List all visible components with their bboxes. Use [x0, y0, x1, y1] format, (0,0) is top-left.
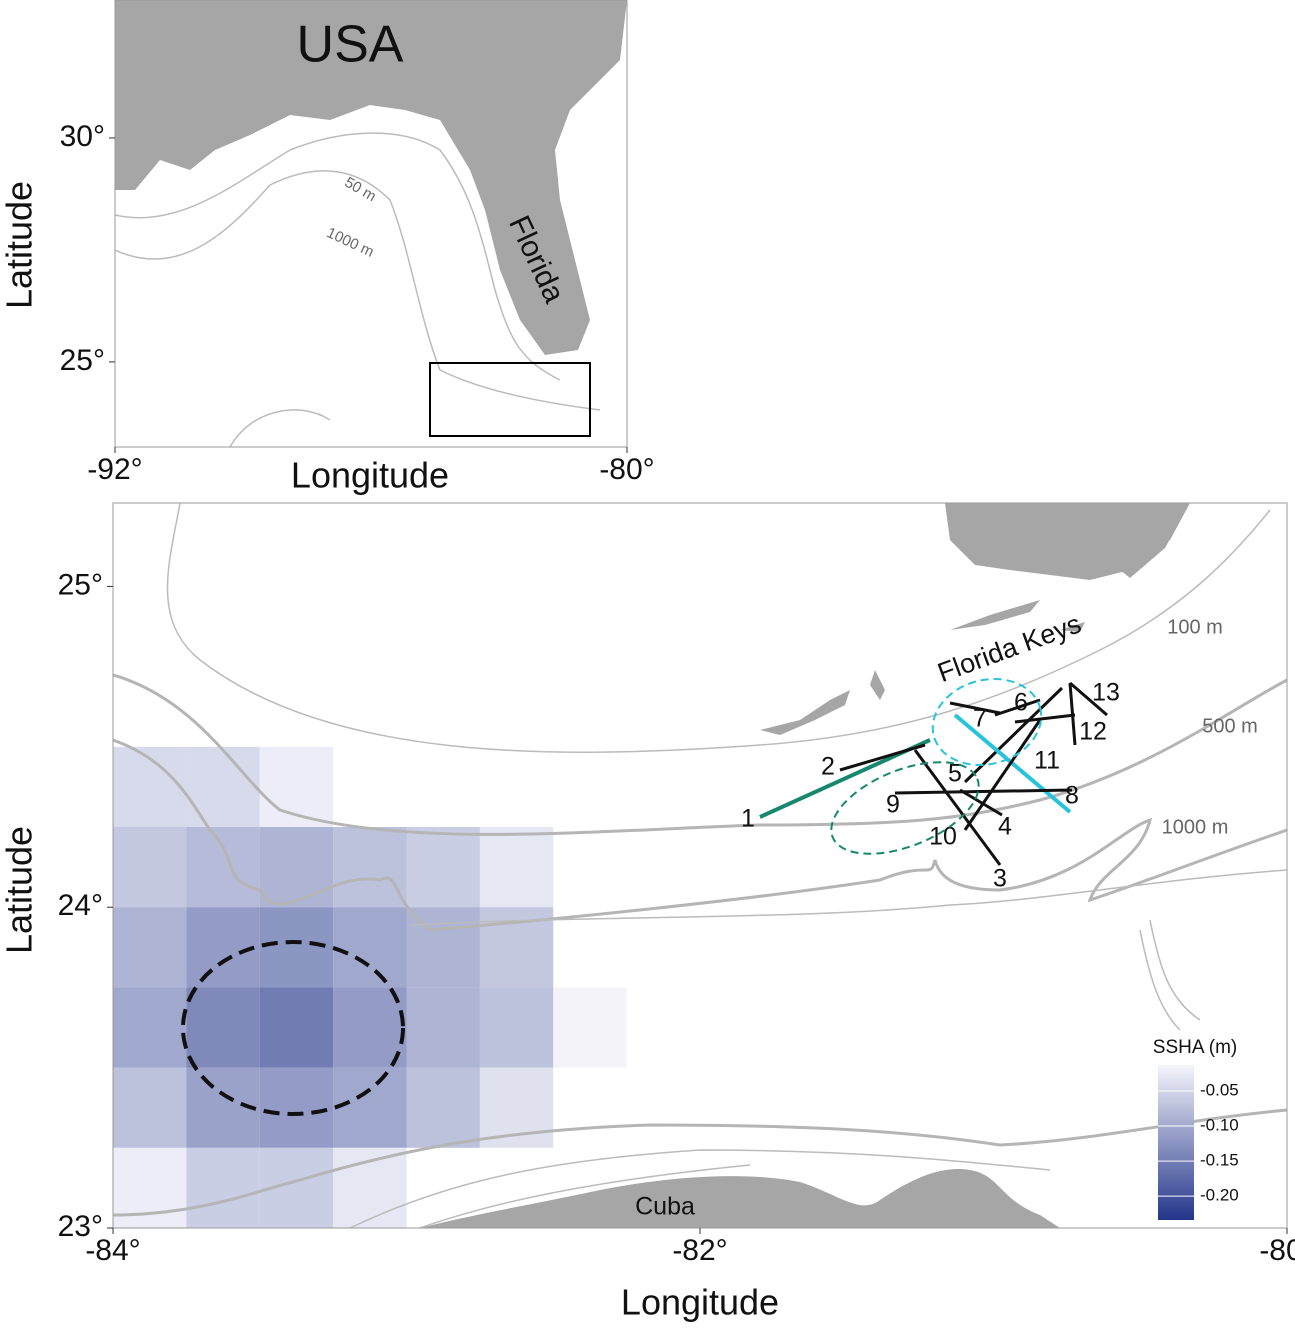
x-tick-label: -80° [1259, 1234, 1295, 1267]
colorbar-label: -0.10 [1200, 1116, 1239, 1135]
keys-label: Florida Keys [934, 608, 1085, 688]
inset-frame [114, 0, 628, 448]
ssha-heatmap [113, 746, 627, 1228]
colorbar-label: -0.20 [1200, 1186, 1239, 1205]
track [1069, 681, 1108, 717]
track [953, 713, 1072, 814]
ssha-cell [186, 907, 260, 988]
y-tick-label: 30° [60, 120, 105, 153]
florida-mainland [945, 503, 1190, 580]
y-axis-label: Latitude [0, 826, 40, 954]
study-area-box [429, 362, 591, 437]
track-label: 3 [993, 865, 1007, 893]
track [894, 788, 1073, 795]
track-label: 5 [948, 760, 962, 788]
ssha-cell [479, 987, 554, 1068]
inset-map [115, 0, 627, 447]
ssha-cell [406, 1067, 480, 1148]
colorbar [1158, 1065, 1194, 1220]
y-axis-label: Latitude [0, 181, 40, 309]
main-map [113, 503, 1287, 1228]
track-label: 8 [1065, 782, 1079, 810]
ssha-cell [186, 987, 260, 1068]
cuba [420, 1169, 1060, 1228]
ssha-cell [259, 987, 334, 1068]
eddy-outline [181, 940, 405, 1116]
track [1014, 713, 1076, 724]
track-label: 6 [1014, 689, 1028, 717]
country-label: USA [297, 16, 404, 74]
track-label: 11 [1034, 747, 1060, 775]
ssha-cell [333, 827, 407, 908]
x-axis-label: Longitude [291, 455, 449, 496]
contour [113, 738, 1287, 932]
y-tick-label: 25° [58, 568, 103, 601]
depth-label: 100 m [1167, 616, 1223, 638]
track [949, 701, 1001, 715]
x-axis-label: Longitude [621, 1282, 779, 1323]
ssha-cell [186, 746, 260, 828]
track [994, 698, 1041, 717]
legend-title: SSHA (m) [1153, 1037, 1237, 1058]
track-label: 12 [1079, 718, 1107, 746]
track [1068, 682, 1077, 746]
ssha-cell [406, 827, 480, 908]
track-label: 9 [886, 791, 900, 819]
x-tick-label: -92° [87, 453, 142, 486]
usa-land [115, 0, 627, 355]
ssha-cell [186, 1147, 260, 1228]
cuba-label: Cuba [635, 1193, 695, 1221]
ssha-cell [259, 1067, 334, 1148]
contour [115, 170, 601, 411]
track-label: 1 [741, 805, 755, 833]
track [839, 743, 926, 772]
ssha-cell [259, 907, 334, 988]
contour [1139, 919, 1201, 1031]
contour [113, 673, 1287, 836]
ssha-cell [113, 907, 187, 988]
ssha-cell [259, 827, 334, 908]
depth-label: 500 m [1202, 715, 1258, 737]
colorbar-label: -0.15 [1200, 1151, 1239, 1170]
ssha-cell [186, 827, 260, 908]
track-label: 13 [1092, 679, 1120, 707]
track [959, 788, 1003, 817]
colorbar-label: -0.05 [1200, 1080, 1239, 1099]
contour [349, 1149, 1051, 1228]
contour [113, 1108, 1287, 1217]
y-tick-label: 25° [60, 344, 105, 377]
track-label: 10 [929, 823, 957, 851]
depth-label: 1000 m [324, 224, 377, 261]
ssha-cell [333, 987, 407, 1068]
track-label: 7 [973, 705, 987, 733]
ssha-cell [479, 827, 554, 908]
ssha-cell [113, 827, 187, 908]
ssha-cell [333, 1067, 407, 1148]
ssha-cell [113, 1067, 187, 1148]
y-tick-label: 23° [58, 1210, 103, 1243]
ssha-cell [553, 987, 627, 1068]
depth-label: 1000 m [1162, 816, 1229, 838]
track [963, 686, 1064, 784]
x-tick-label: -82° [672, 1234, 727, 1267]
eddy-outline [830, 761, 980, 855]
contour [115, 132, 561, 381]
ssha-cell [113, 987, 187, 1068]
track-label: 4 [998, 813, 1012, 841]
eddy-outline [931, 678, 1043, 766]
y-tick-label: 24° [58, 889, 103, 922]
x-tick-label: -80° [599, 453, 654, 486]
x-tick-label: -84° [85, 1234, 140, 1267]
contour [229, 409, 331, 447]
contour [166, 503, 1271, 753]
ssha-cell [406, 987, 480, 1068]
contour [409, 869, 1287, 926]
ssha-cell [333, 907, 407, 988]
track [913, 749, 1002, 866]
track-label: 2 [821, 753, 835, 781]
track [963, 719, 1042, 831]
